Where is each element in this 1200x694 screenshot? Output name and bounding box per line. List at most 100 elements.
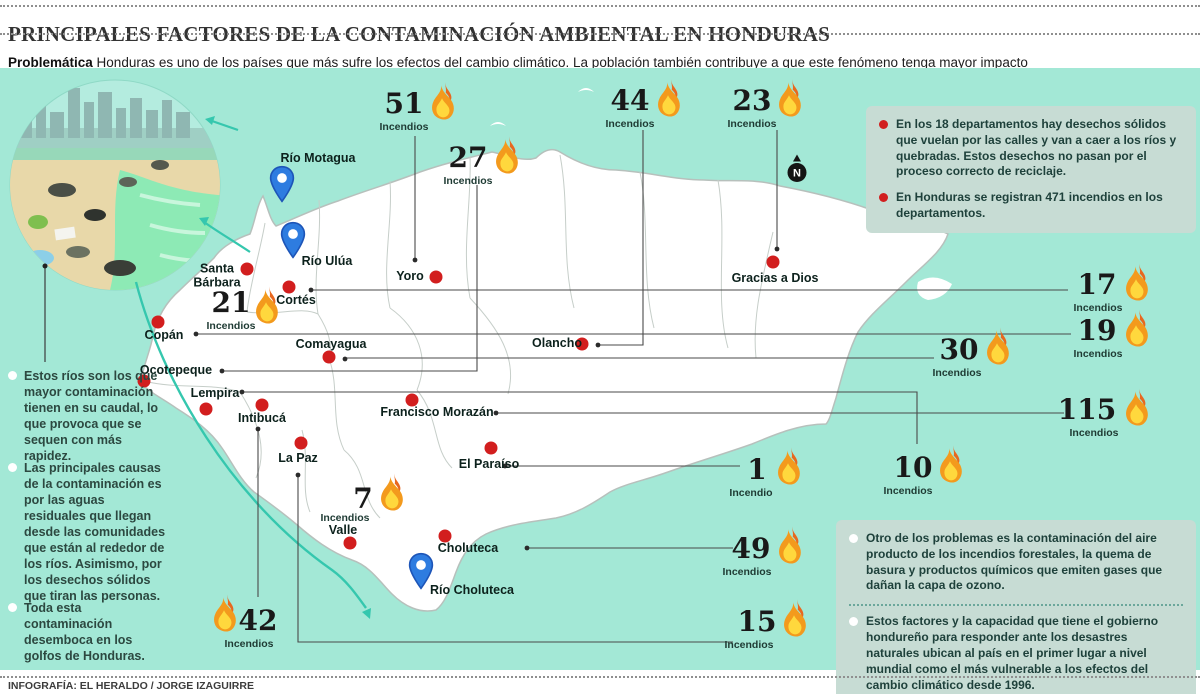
location-dot-cortés xyxy=(282,280,296,294)
fire-count-cortes: 17 xyxy=(1077,268,1117,301)
fire-unit-valle: Incendios xyxy=(320,512,370,524)
fire-icon-la-paz xyxy=(779,599,809,640)
fire-count-olancho: 44 xyxy=(610,84,650,117)
note-text: Toda esta contaminación desemboca en los… xyxy=(24,601,145,663)
fire-count-choluteca: 49 xyxy=(731,532,771,565)
info-bullet-item: En los 18 departamentos hay desechos sól… xyxy=(879,117,1183,180)
location-dot-gracias-a-dios xyxy=(766,255,780,269)
department-label-intibucá: Intibucá xyxy=(238,411,286,426)
fire-unit-cortes: Incendios xyxy=(1073,302,1123,314)
info-bullet-item: Estos factores y la capacidad que tiene … xyxy=(849,614,1183,693)
fire-icon-lempira xyxy=(935,445,965,486)
location-dot-valle xyxy=(343,536,357,550)
fire-unit-choluteca: Incendios xyxy=(722,566,772,578)
fire-count-copan: 19 xyxy=(1077,314,1117,347)
bullet-icon xyxy=(849,534,858,543)
bullet-icon xyxy=(8,463,17,472)
fire-count-santa-barbara: 21 xyxy=(211,286,251,319)
department-label-francisco-morazán: Francisco Morazán xyxy=(380,405,494,420)
box-separator xyxy=(849,604,1183,607)
fire-count-yoro: 51 xyxy=(384,87,424,120)
location-dot-el-paraíso xyxy=(484,441,498,455)
location-dot-ocotepeque xyxy=(137,374,151,388)
left-note-2: Las principales causas de la contaminaci… xyxy=(8,460,166,604)
fire-icon-francisco-morazan xyxy=(1121,388,1151,429)
department-label-la-paz: La Paz xyxy=(278,451,318,466)
fire-count-comayagua: 30 xyxy=(939,333,979,366)
fire-count-la-paz: 15 xyxy=(737,605,777,638)
department-label-lempira: Lempira xyxy=(190,386,240,401)
info-text: En Honduras se registran 471 incendios e… xyxy=(896,190,1163,221)
location-dot-intibucá xyxy=(255,398,269,412)
department-label-comayagua: Comayagua xyxy=(295,337,367,352)
credit-line: INFOGRAFÍA: EL HERALDO / JORGE IZAGUIRRE xyxy=(8,680,254,692)
info-box-air-pollution: Otro de los problemas es la contaminació… xyxy=(836,520,1196,694)
department-label-copán: Copán xyxy=(144,328,184,343)
fire-unit-santa-barbara: Incendios xyxy=(206,320,256,332)
map-pin-icon-río-motagua xyxy=(269,166,295,203)
map-pin-icon-río-ulúa xyxy=(280,222,306,259)
bullet-icon xyxy=(8,371,17,380)
fire-unit-gracias-a-dios: Incendios xyxy=(727,118,777,130)
fire-icon-el-paraiso xyxy=(773,447,803,488)
note-text: Las principales causas de la contaminaci… xyxy=(24,461,166,603)
river-label-río-motagua: Río Motagua xyxy=(280,151,356,165)
fire-icon-ocotepeque xyxy=(491,136,521,177)
fire-unit-lempira: Incendios xyxy=(883,485,933,497)
subtitle-text: Honduras es uno de los países que más su… xyxy=(92,54,1028,70)
location-dot-santa-bárbara xyxy=(240,262,254,276)
fire-unit-olancho: Incendios xyxy=(605,118,655,130)
fire-count-gracias-a-dios: 23 xyxy=(732,84,772,117)
fire-icon-yoro xyxy=(427,82,457,123)
title-dotted-rule xyxy=(0,33,1200,35)
subtitle: Problemática Honduras es uno de los país… xyxy=(8,55,1028,70)
department-label-el-paraíso: El Paraíso xyxy=(458,457,520,472)
fire-unit-ocotepeque: Incendios xyxy=(443,175,493,187)
fire-unit-comayagua: Incendios xyxy=(932,367,982,379)
compass-north-icon: N xyxy=(786,154,808,191)
bullet-icon xyxy=(879,120,888,129)
top-dotted-rule xyxy=(0,5,1200,7)
fire-icon-copan xyxy=(1121,309,1151,350)
location-dot-comayagua xyxy=(322,350,336,364)
info-bullet-item: En Honduras se registran 471 incendios e… xyxy=(879,190,1183,222)
info-text: Estos factores y la capacidad que tiene … xyxy=(866,614,1159,692)
river-label-río-ulúa: Río Ulúa xyxy=(301,254,353,268)
fire-unit-copan: Incendios xyxy=(1073,348,1123,360)
info-text: Otro de los problemas es la contaminació… xyxy=(866,531,1163,593)
department-label-gracias-a-dios: Gracias a Dios xyxy=(731,271,819,286)
bullet-icon xyxy=(849,617,858,627)
fire-icon-cortes xyxy=(1121,263,1151,304)
compass-letter: N xyxy=(793,168,801,180)
subtitle-label: Problemática xyxy=(8,54,93,70)
bullet-icon xyxy=(879,193,888,203)
fire-count-valle: 7 xyxy=(353,482,373,515)
fire-icon-choluteca xyxy=(774,526,804,567)
fire-count-lempira: 10 xyxy=(893,451,933,484)
location-dot-francisco-morazán xyxy=(405,393,419,407)
location-dot-yoro xyxy=(429,270,443,284)
department-label-olancho: Olancho xyxy=(531,336,583,351)
info-box-solid-waste: En los 18 departamentos hay desechos sól… xyxy=(866,106,1196,233)
left-note-3: Toda esta contaminación desemboca en los… xyxy=(8,600,166,664)
department-label-choluteca: Choluteca xyxy=(437,541,499,556)
note-text: Estos ríos son los que mayor contaminaci… xyxy=(24,369,159,463)
fire-icon-valle xyxy=(376,473,406,514)
fire-icon-comayagua xyxy=(982,327,1012,368)
info-bullet-item: Otro de los problemas es la contaminació… xyxy=(849,531,1183,594)
fire-unit-francisco-morazan: Incendios xyxy=(1069,427,1119,439)
department-label-cortés: Cortés xyxy=(276,293,316,308)
department-label-valle: Valle xyxy=(328,523,358,538)
fire-count-intibuca: 42 xyxy=(238,604,278,637)
bullet-icon xyxy=(8,603,17,612)
fire-icon-intibuca xyxy=(209,594,239,635)
footer-dotted-rule xyxy=(0,676,1200,678)
fire-unit-yoro: Incendios xyxy=(379,121,429,133)
department-label-ocotepeque: Ocotepeque xyxy=(139,363,213,378)
location-dot-la-paz xyxy=(294,436,308,450)
department-label-yoro: Yoro xyxy=(396,269,424,284)
location-dot-choluteca xyxy=(438,529,452,543)
fire-count-ocotepeque: 27 xyxy=(448,141,488,174)
info-text: En los 18 departamentos hay desechos sól… xyxy=(896,117,1177,179)
